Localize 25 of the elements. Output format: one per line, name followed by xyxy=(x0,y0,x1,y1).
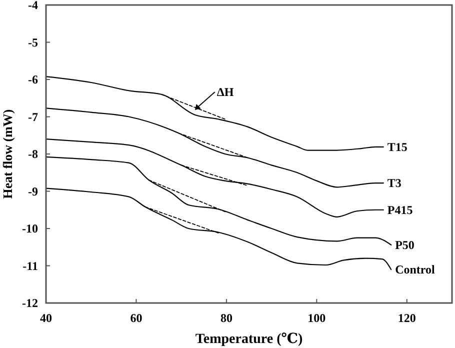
series-label: P50 xyxy=(395,238,414,252)
x-tick-label: 120 xyxy=(398,311,416,325)
y-tick-label: -5 xyxy=(28,35,38,50)
y-tick-label: -4 xyxy=(28,0,38,12)
y-tick-label: -8 xyxy=(28,147,38,161)
y-tick-label: -12 xyxy=(22,296,38,310)
y-axis-title: Heat flow (mW) xyxy=(0,109,15,199)
y-tick-label: -7 xyxy=(28,110,38,124)
y-tick-label: -9 xyxy=(28,184,38,198)
x-tick-label: 80 xyxy=(220,311,232,325)
series-label: P415 xyxy=(387,202,413,217)
y-tick-label: -10 xyxy=(22,222,38,236)
x-tick-label: 100 xyxy=(308,311,326,325)
line-series xyxy=(45,138,384,218)
annotation: ΔH xyxy=(216,85,234,100)
series-label: T3 xyxy=(387,176,402,190)
x-tick-label: 60 xyxy=(130,311,142,325)
x-tick-label: 40 xyxy=(40,311,52,325)
y-tick-label: -11 xyxy=(22,258,38,273)
series-label: Control xyxy=(395,262,436,276)
line-series xyxy=(45,76,384,151)
y-tick-label: -6 xyxy=(28,72,38,86)
x-axis-title: Temperature (℃) xyxy=(195,332,304,347)
series-label: T15 xyxy=(387,140,408,154)
line-series xyxy=(45,108,384,188)
